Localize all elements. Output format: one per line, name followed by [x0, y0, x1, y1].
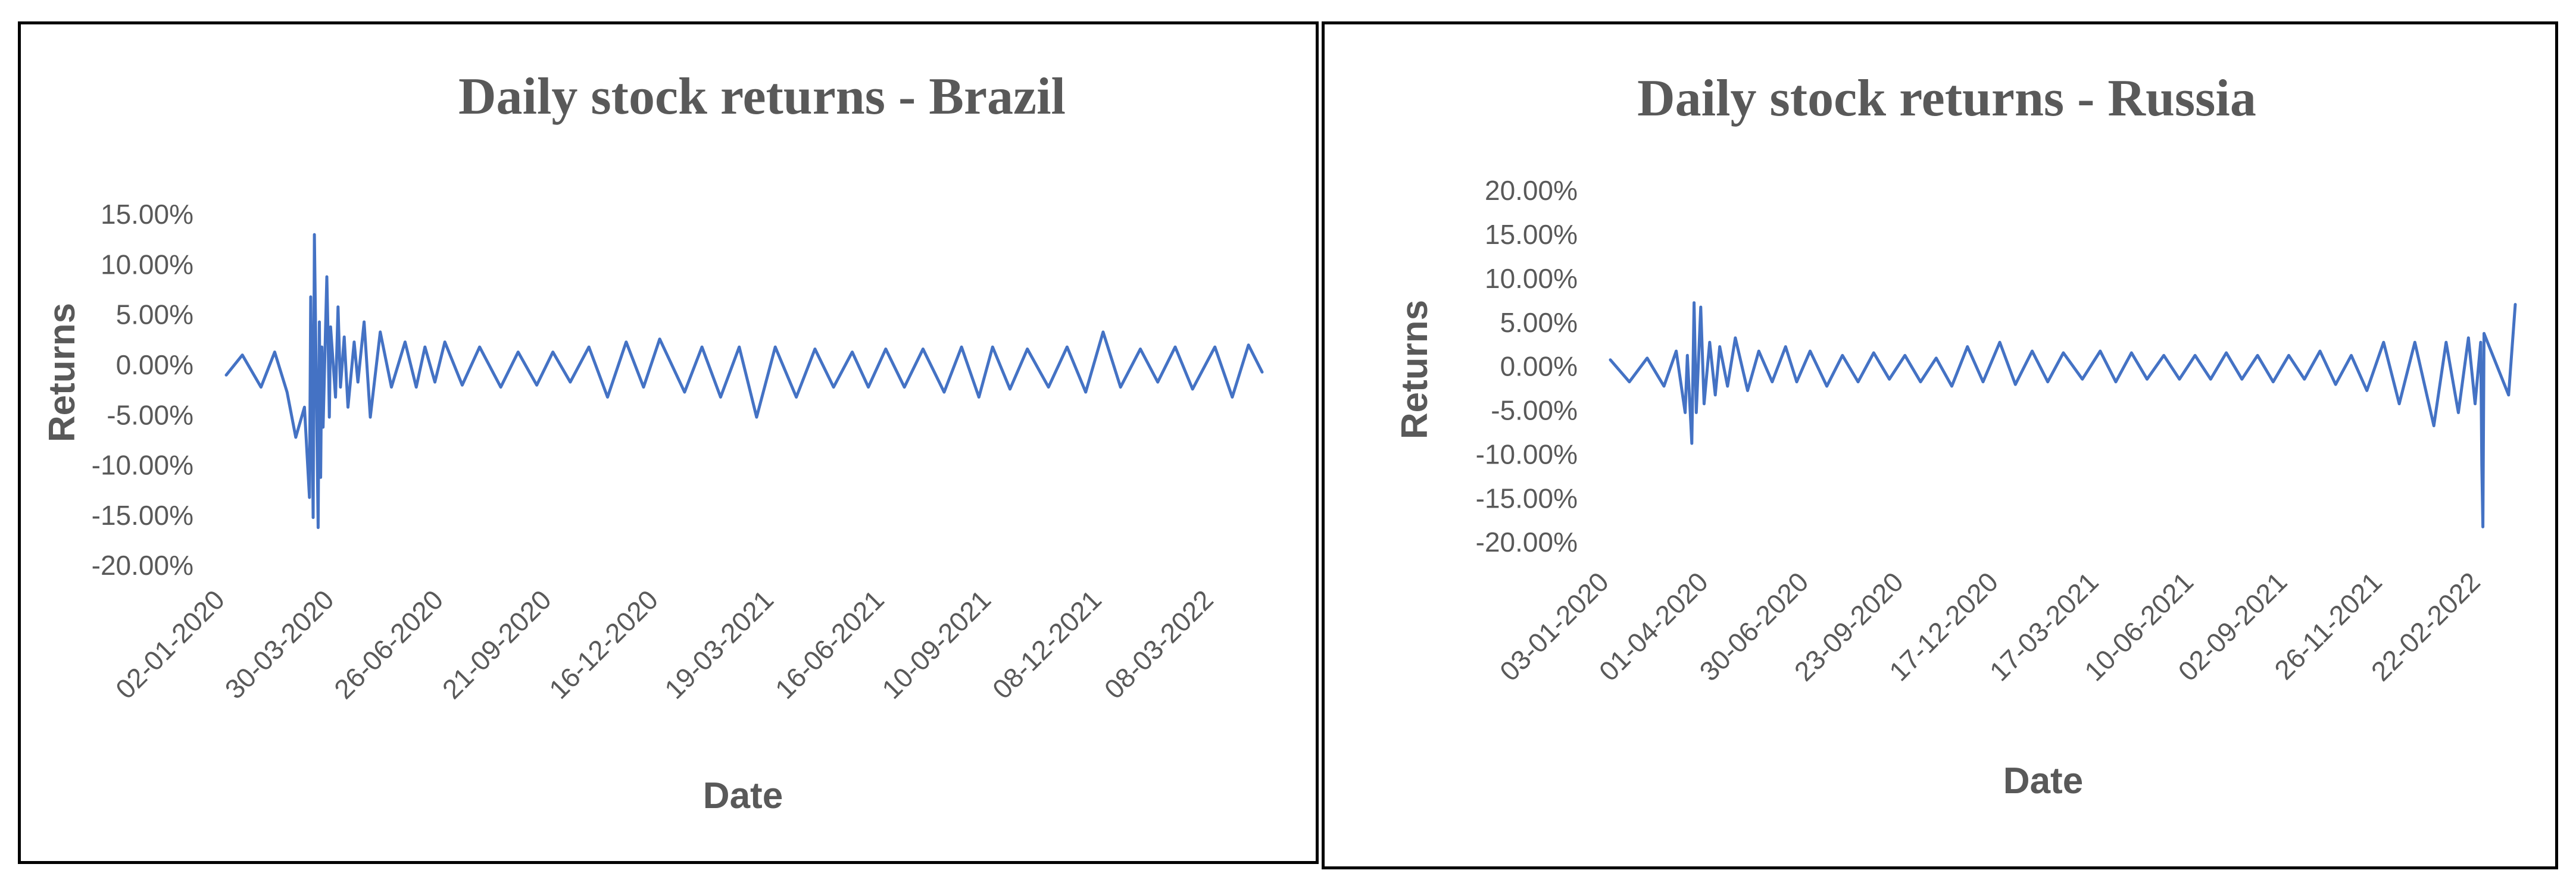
x-axis-tick-labels: 03-01-202001-04-202030-06-202023-09-2020… — [1494, 566, 2486, 687]
x-axis-title: Date — [2003, 760, 2083, 802]
y-tick-label: -20.00% — [1476, 527, 1578, 558]
x-tick-label: 02-01-2020 — [110, 584, 230, 705]
x-tick-label: 10-09-2021 — [876, 584, 997, 705]
y-tick-label: -20.00% — [92, 550, 193, 581]
returns-series-line — [224, 233, 1264, 530]
x-tick-label: 19-03-2021 — [658, 584, 779, 705]
y-tick-label: 0.00% — [116, 349, 193, 380]
y-tick-label: -5.00% — [107, 399, 193, 430]
x-tick-label: 16-12-2020 — [543, 584, 664, 705]
y-tick-label: -10.00% — [92, 450, 193, 481]
y-axis-title: Returns — [42, 303, 83, 442]
y-tick-label: 10.00% — [1485, 263, 1578, 294]
chart-panel-russia: Daily stock returns - Russia 20.00% 15.00… — [1322, 21, 2558, 869]
y-axis-tick-labels: 15.00% 10.00% 5.00% 0.00% -5.00% -10.00% -15.0… — [92, 199, 193, 581]
x-tick-label: 16-06-2021 — [769, 584, 890, 705]
x-tick-label: 30-03-2020 — [219, 584, 340, 705]
x-tick-label: 26-06-2020 — [328, 584, 449, 705]
y-tick-label: -5.00% — [1491, 395, 1578, 426]
returns-series-line — [1609, 301, 2517, 528]
x-axis-tick-labels: 02-01-202030-03-202026-06-202021-09-2020… — [110, 584, 1219, 705]
x-tick-label: 08-12-2021 — [986, 584, 1107, 705]
line-chart-brazil: Daily stock returns - Brazil 15.00% 10.00… — [42, 68, 1264, 816]
x-tick-label: 21-09-2020 — [436, 584, 557, 705]
y-tick-label: 15.00% — [1485, 219, 1578, 250]
y-axis-tick-labels: 20.00% 15.00% 10.00% 5.00% 0.00% -5.00% -10.00… — [1476, 175, 1578, 558]
line-chart-russia: Daily stock returns - Russia 20.00% 15.00… — [1394, 70, 2517, 802]
chart-panel-brazil: Daily stock returns - Brazil 15.00% 10.00… — [18, 21, 1319, 864]
series-group — [224, 233, 1264, 530]
y-tick-label: 10.00% — [101, 249, 193, 280]
y-tick-label: 5.00% — [1500, 307, 1578, 338]
chart-title: Daily stock returns - Brazil — [458, 68, 1066, 126]
y-tick-label: 5.00% — [116, 299, 193, 330]
series-group — [1609, 301, 2517, 528]
y-tick-label: 20.00% — [1485, 175, 1578, 206]
x-axis-title: Date — [703, 775, 783, 816]
y-tick-label: -10.00% — [1476, 439, 1578, 469]
chart-title: Daily stock returns - Russia — [1637, 70, 2256, 127]
y-tick-label: -15.00% — [1476, 483, 1578, 514]
y-tick-label: 0.00% — [1500, 351, 1578, 382]
y-axis-title: Returns — [1394, 300, 1435, 439]
y-tick-label: 15.00% — [101, 199, 193, 230]
x-tick-label: 08-03-2022 — [1098, 584, 1219, 705]
y-tick-label: -15.00% — [92, 500, 193, 531]
x-tick-label: 01-04-2020 — [1593, 566, 1714, 687]
